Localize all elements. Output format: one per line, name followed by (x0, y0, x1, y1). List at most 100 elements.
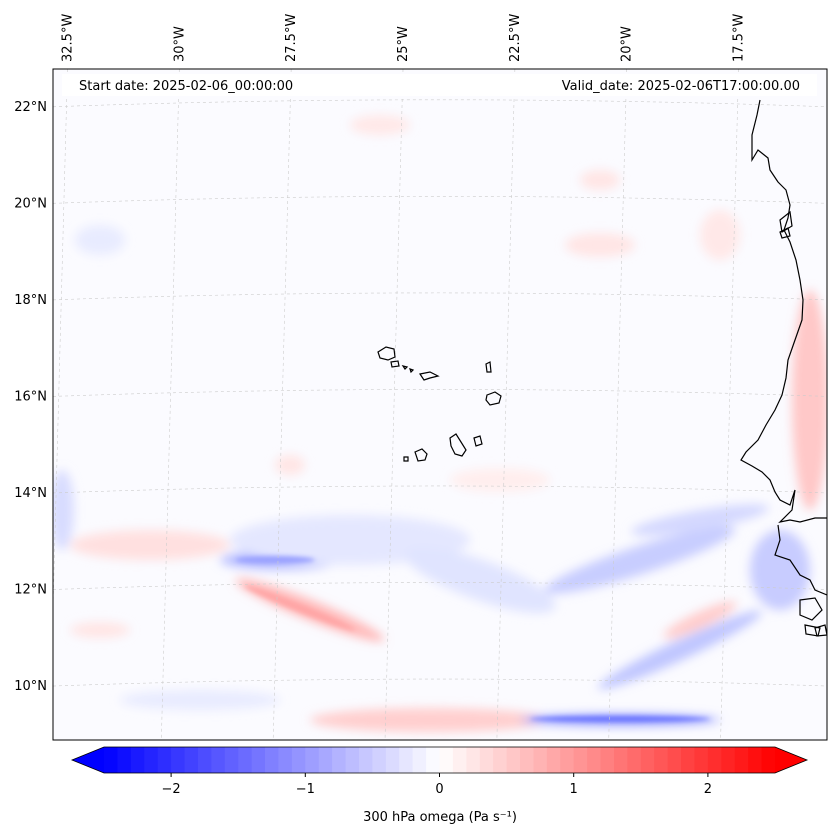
colorbar-segment (667, 747, 682, 773)
colorbar-segment (358, 747, 373, 773)
colorbar-segment (278, 747, 293, 773)
colorbar-tick-label: 0 (435, 782, 443, 797)
latitude-label: 18°N (14, 293, 47, 308)
colorbar-segment (707, 747, 722, 773)
date-annotation-box (62, 74, 817, 96)
colorbar-segment (171, 747, 186, 773)
latitude-label: 14°N (14, 486, 47, 501)
latitude-label: 12°N (14, 583, 47, 598)
meridian-line (272, 69, 292, 740)
colorbar-segment (466, 747, 481, 773)
colorbar-segment (157, 747, 172, 773)
colorbar-segment (117, 747, 132, 773)
colorbar-segment (265, 747, 279, 773)
colorbar-segment (573, 747, 588, 773)
longitude-label: 22.5°W (508, 14, 523, 62)
colorbar-segment (318, 747, 333, 773)
colorbar-segment (251, 747, 266, 773)
island-santo-antao (377, 346, 396, 361)
colorbar-segment (654, 747, 669, 773)
colorbar-segment (587, 747, 602, 773)
colorbar-segment (372, 747, 387, 773)
longitude-label: 17.5°W (732, 14, 747, 62)
colorbar-segment (640, 747, 655, 773)
longitude-label: 25°W (396, 26, 411, 62)
colorbar-segment (761, 747, 776, 773)
parallel-line (53, 196, 827, 204)
latitude-label: 16°N (14, 389, 47, 404)
colorbar-segment (627, 747, 642, 773)
meridian-line (608, 69, 628, 740)
colorbar-segment (452, 747, 467, 773)
africa-coastline (740, 99, 827, 523)
colorbar-segment (520, 747, 534, 773)
island-santiago (449, 433, 467, 457)
parallel-line (53, 292, 827, 301)
colorbar-segment (144, 747, 159, 773)
colorbar-segment (399, 747, 414, 773)
meridian-line (384, 69, 404, 740)
colorbar-segment (345, 747, 360, 773)
colorbar-segment (291, 747, 306, 773)
colorbar-segment (197, 747, 212, 773)
latitude-label: 10°N (14, 679, 47, 694)
start-date-label: Start date: 2025-02-06_00:00:00 (79, 79, 293, 94)
colorbar-segment (721, 747, 736, 773)
colorbar: −2 −1 0 1 2 (70, 746, 809, 797)
island-sal (485, 361, 492, 373)
colorbar-tick-label: 1 (570, 782, 578, 797)
colorbar-segment (694, 747, 709, 773)
valid-date-label: Valid_date: 2025-02-06T17:00:00.00 (562, 79, 800, 94)
colorbar-segment (238, 747, 253, 773)
colorbar-segment (613, 747, 628, 773)
island-maio (473, 435, 483, 447)
omega-field (53, 69, 827, 740)
meridian-line (496, 69, 516, 740)
parallel-line (53, 389, 827, 397)
island-fogo (414, 448, 428, 462)
colorbar-tick-label: 2 (704, 782, 712, 797)
meridian-line (720, 69, 739, 740)
longitude-label: 20°W (620, 26, 635, 62)
colorbar-segment (305, 747, 320, 773)
colorbar-segment (130, 747, 145, 773)
colorbar-label: 300 hPa omega (Pa s⁻¹) (363, 810, 517, 825)
colorbar-segment (479, 747, 494, 773)
colorbar-segment (332, 747, 347, 773)
colorbar-tick-label: −2 (162, 782, 181, 797)
parallel-line (53, 678, 827, 687)
colorbar-segment (493, 747, 508, 773)
colorbar-segment (533, 747, 548, 773)
colorbar-segment (224, 747, 239, 773)
island-brava (403, 456, 409, 462)
colorbar-segment (184, 747, 199, 773)
colorbar-extend-min (72, 747, 104, 773)
omega-contours (53, 115, 827, 732)
colorbar-segment (681, 747, 695, 773)
colorbar-segment (104, 747, 118, 773)
longitude-label: 32.5°W (60, 14, 75, 62)
colorbar-segment (546, 747, 561, 773)
meridian-line (161, 69, 180, 740)
colorbar-tick-label: −1 (296, 782, 315, 797)
latitude-label: 22°N (14, 100, 47, 115)
cape-verde-islands (377, 346, 502, 462)
colorbar-segment (506, 747, 521, 773)
colorbar-segment (426, 747, 440, 773)
map-frame (52, 68, 828, 741)
longitude-label: 30°W (172, 26, 187, 62)
island-sao-nicolau (419, 371, 440, 381)
colorbar-extend-max (775, 747, 807, 773)
colorbar-segment (560, 747, 575, 773)
longitude-label: 27.5°W (284, 14, 299, 62)
latitude-labels: 22°N 20°N 18°N 16°N 14°N 12°N 10°N (14, 100, 47, 694)
island-boa-vista (485, 391, 502, 406)
parallel-line (53, 99, 827, 108)
colorbar-segment (385, 747, 400, 773)
colorbar-segment (439, 747, 454, 773)
parallel-line (53, 582, 827, 590)
island-sao-vicente (390, 360, 400, 368)
colorbar-segment (600, 747, 615, 773)
parallel-line (53, 485, 827, 494)
